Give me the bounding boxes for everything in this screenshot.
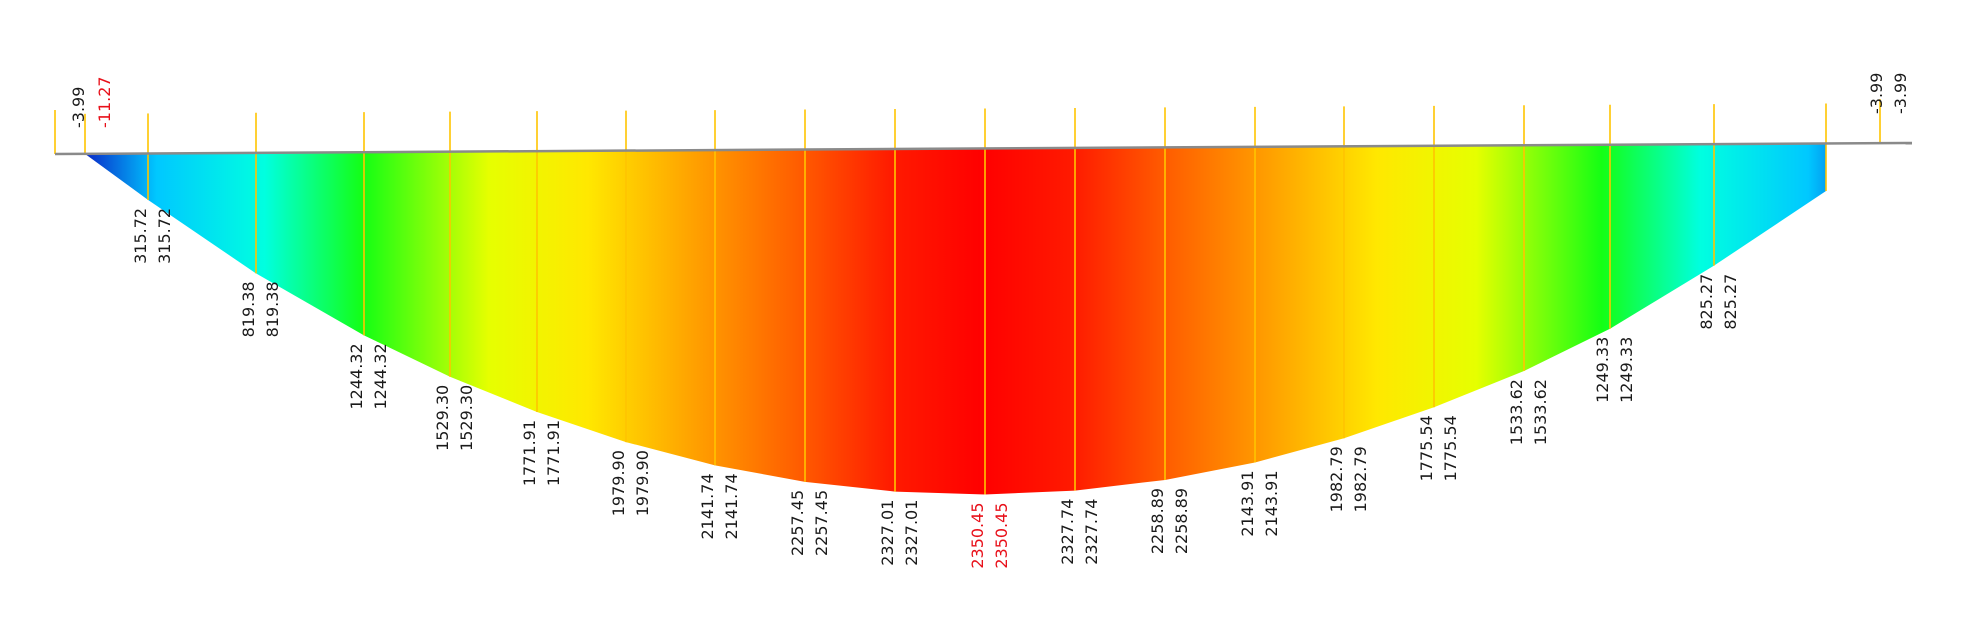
value-label: 819.38 bbox=[263, 281, 282, 337]
value-label: -3.99 bbox=[1867, 73, 1886, 114]
value-label: 1533.62 bbox=[1531, 379, 1550, 445]
value-label: 1771.91 bbox=[544, 420, 563, 486]
value-label: 1529.30 bbox=[457, 385, 476, 451]
value-label: 1249.33 bbox=[1593, 337, 1612, 403]
value-label: 2143.91 bbox=[1238, 470, 1257, 536]
value-label: 1249.33 bbox=[1617, 337, 1636, 403]
value-label: -11.27 bbox=[95, 76, 114, 128]
value-label: 819.38 bbox=[239, 281, 258, 337]
value-label: 1533.62 bbox=[1507, 379, 1526, 445]
value-label: 1244.32 bbox=[347, 343, 366, 409]
value-labels: -3.99 -11.27 315.72 315.72 819.38 819.38 1244.… bbox=[69, 73, 1910, 569]
value-label: 2327.01 bbox=[878, 500, 897, 566]
value-label: 1775.54 bbox=[1441, 415, 1460, 481]
value-label: 2141.74 bbox=[698, 473, 717, 539]
station-lines bbox=[54, 99, 1881, 495]
value-label: 2350.45 bbox=[992, 502, 1011, 568]
value-label: 1775.54 bbox=[1417, 415, 1436, 481]
value-label: -3.99 bbox=[69, 87, 88, 128]
value-label: 2350.45 bbox=[968, 502, 987, 568]
value-label: 1979.90 bbox=[633, 450, 652, 516]
value-label: 2258.89 bbox=[1148, 488, 1167, 554]
value-label: 1244.32 bbox=[371, 343, 390, 409]
beam-axis bbox=[54, 141, 1913, 156]
value-label: -3.99 bbox=[1891, 73, 1910, 114]
value-label: 315.72 bbox=[155, 208, 174, 264]
value-label: 2257.45 bbox=[788, 490, 807, 556]
value-label: 2143.91 bbox=[1262, 470, 1281, 536]
value-label: 1982.79 bbox=[1351, 446, 1370, 512]
value-label: 315.72 bbox=[131, 208, 150, 264]
value-label: 2327.74 bbox=[1058, 499, 1077, 565]
value-label: 2141.74 bbox=[722, 473, 741, 539]
value-label: 2258.89 bbox=[1172, 488, 1191, 554]
value-label: 825.27 bbox=[1721, 274, 1740, 330]
value-label: 1982.79 bbox=[1327, 446, 1346, 512]
value-label: 2327.74 bbox=[1082, 499, 1101, 565]
value-label: 825.27 bbox=[1697, 274, 1716, 330]
moment-fill bbox=[85, 143, 1826, 495]
value-label: 1979.90 bbox=[609, 450, 628, 516]
value-label: 2327.01 bbox=[902, 500, 921, 566]
value-label: 1771.91 bbox=[520, 420, 539, 486]
value-label: 2257.45 bbox=[812, 490, 831, 556]
value-label: 1529.30 bbox=[433, 385, 452, 451]
